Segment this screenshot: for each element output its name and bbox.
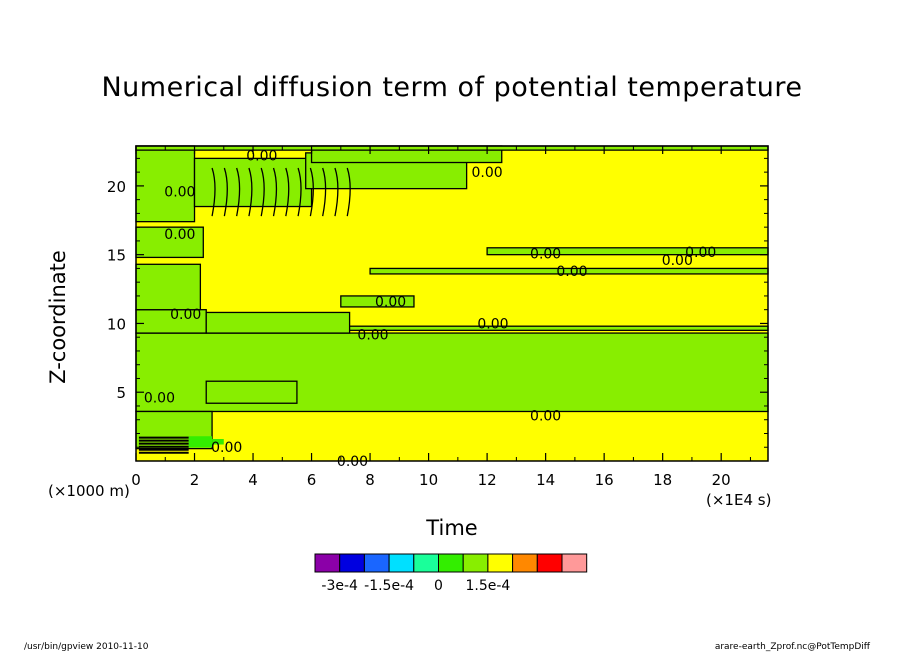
oscillation-contour	[297, 167, 302, 217]
x-axis-label: Time	[426, 516, 478, 540]
footer-command-date: /usr/bin/gpview 2010-11-10	[24, 642, 149, 652]
contour-label: 0.00	[375, 294, 406, 310]
x-axis-unit-label: (×1E4 s)	[706, 491, 772, 509]
contour-label: 0.00	[662, 253, 693, 269]
plot-frame	[135, 145, 769, 462]
contour-label: 0.00	[357, 327, 388, 343]
negative-region	[205, 380, 298, 404]
negative-region	[193, 157, 313, 208]
oscillation-contour	[309, 167, 314, 217]
colorbar-swatch	[413, 553, 439, 573]
negative-region	[205, 311, 351, 334]
contour-label: 0.00	[685, 245, 716, 261]
y-tick-label: 5	[116, 384, 126, 402]
x-tick-label: 12	[478, 471, 497, 489]
colorbar-tick-label: -3e-4	[321, 578, 358, 594]
contour-label: 0.00	[530, 409, 561, 425]
contour-label: 0.00	[144, 391, 175, 407]
oscillation-contour	[285, 167, 290, 217]
colorbar-swatch	[512, 553, 538, 573]
colorbar-swatch	[339, 553, 365, 573]
x-tick-label: 20	[712, 471, 731, 489]
x-tick-label: 16	[595, 471, 614, 489]
colorbar-swatch	[462, 553, 489, 573]
contour-label: 0.00	[164, 227, 195, 243]
strong-negative-region	[188, 436, 213, 448]
x-tick-label: 2	[190, 471, 200, 489]
negative-region	[135, 226, 204, 259]
negative-region	[340, 295, 415, 308]
negative-region	[135, 263, 202, 311]
x-tick-label: 8	[365, 471, 375, 489]
footer-data-source: arare-earth_Zprof.nc@PotTempDiff	[714, 642, 870, 652]
x-tick-label: 14	[536, 471, 555, 489]
contour-label: 0.00	[556, 264, 587, 280]
x-tick-label: 0	[131, 471, 141, 489]
strong-negative-region	[212, 438, 224, 445]
colorbar-tick-label: 1.5e-4	[465, 578, 510, 594]
colorbar-swatch	[561, 553, 588, 573]
oscillation-contour	[211, 167, 216, 217]
contour-label: 0.00	[170, 307, 201, 323]
contour-label: 0.00	[337, 454, 368, 470]
y-axis-unit-label: (×1000 m)	[48, 482, 130, 500]
y-tick-label: 20	[107, 178, 126, 196]
contour-label: 0.00	[530, 246, 561, 262]
chart-title: Numerical diffusion term of potential te…	[101, 72, 803, 103]
contour-label: 0.00	[246, 149, 277, 165]
oscillation-contour	[322, 167, 327, 217]
oscillation-contour	[260, 167, 265, 217]
colorbar-swatch	[487, 553, 514, 573]
x-tick-label: 10	[419, 471, 438, 489]
contour-label: 0.00	[164, 184, 195, 200]
colorbar-tick-label: -1.5e-4	[364, 578, 414, 594]
colorbar-swatch	[363, 553, 390, 573]
oscillation-contour	[236, 167, 241, 217]
x-tick-label: 6	[307, 471, 317, 489]
y-tick-label: 10	[107, 315, 126, 333]
oscillation-contour	[248, 167, 253, 217]
oscillation-contour	[346, 167, 351, 217]
contour-label: 0.00	[472, 165, 503, 181]
oscillation-contour	[223, 167, 228, 217]
contour-label: 0.00	[477, 316, 508, 332]
colorbar-swatch	[536, 553, 563, 573]
x-tick-label: 18	[653, 471, 672, 489]
negative-region	[135, 145, 196, 223]
colorbar-swatch	[438, 553, 464, 573]
contour-label: 0.00	[211, 440, 242, 456]
colorbar-swatch	[314, 553, 341, 573]
colorbar-swatch	[388, 553, 415, 573]
oscillation-contour	[334, 167, 339, 217]
colorbar-tick-label: 0	[434, 578, 443, 594]
y-tick-label: 15	[107, 247, 126, 265]
oscillation-contour	[272, 167, 278, 217]
x-tick-label: 4	[248, 471, 258, 489]
